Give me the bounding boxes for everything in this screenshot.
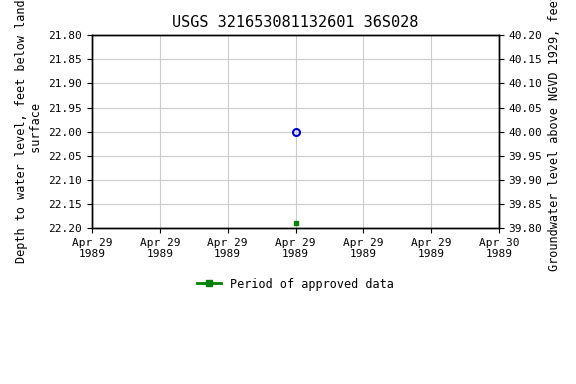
Title: USGS 321653081132601 36S028: USGS 321653081132601 36S028	[172, 15, 419, 30]
Y-axis label: Depth to water level, feet below land
 surface: Depth to water level, feet below land su…	[15, 0, 43, 263]
Y-axis label: Groundwater level above NGVD 1929, feet: Groundwater level above NGVD 1929, feet	[548, 0, 561, 271]
Legend: Period of approved data: Period of approved data	[192, 273, 399, 295]
